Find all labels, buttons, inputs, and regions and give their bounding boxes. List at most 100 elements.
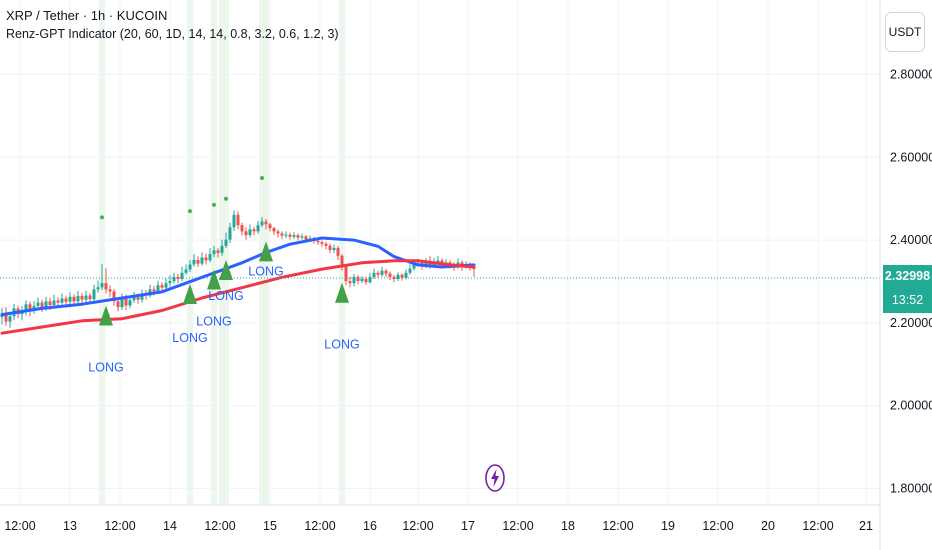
candle-body <box>60 298 64 303</box>
time-tick-label: 12:00 <box>4 519 35 533</box>
candle-body <box>88 295 92 300</box>
candle-body <box>436 260 440 263</box>
candle-body <box>344 266 348 282</box>
price-axis[interactable]: 2.80000 2.60000 2.40000 2.20000 2.00000 1.800… <box>890 68 932 496</box>
candle-body <box>192 259 196 265</box>
candle-body <box>176 276 180 279</box>
candle-body <box>28 304 32 310</box>
candle-body <box>116 301 120 308</box>
candle-body <box>372 272 376 277</box>
candle-body <box>36 302 40 306</box>
candle-body <box>8 316 12 322</box>
candle-body <box>68 296 72 302</box>
candle-body <box>44 301 48 308</box>
time-tick-label: 18 <box>561 519 575 533</box>
candle-body <box>272 228 276 232</box>
lightning-icon[interactable] <box>483 463 507 493</box>
highlight-band <box>99 0 105 505</box>
candle-body <box>152 289 156 292</box>
long-arrow <box>207 269 221 290</box>
candle-body <box>64 298 68 302</box>
candle-body <box>296 235 300 238</box>
candle-body <box>100 283 104 288</box>
time-tick-label: 12:00 <box>802 519 833 533</box>
time-axis[interactable]: 12:00 13 12:00 14 12:00 15 12:00 16 12:00 17 12:00… <box>4 519 873 533</box>
time-tick-label: 16 <box>363 519 377 533</box>
candle-body <box>276 231 280 234</box>
price-tick-label: 2.60000 <box>890 150 932 164</box>
highlight-band <box>259 0 265 505</box>
time-tick-label: 19 <box>661 519 675 533</box>
price-tick-label: 1.80000 <box>890 481 932 495</box>
signal-dots <box>100 175 264 220</box>
candle-body <box>172 276 176 282</box>
candle-body <box>232 214 236 228</box>
candlesticks <box>0 210 476 328</box>
candle-body <box>412 264 416 269</box>
indicator-title[interactable]: Renz-GPT Indicator (20, 60, 1D, 14, 14, … <box>6 27 339 41</box>
candle-body <box>112 291 116 302</box>
candle-body <box>212 250 216 255</box>
ema-slow-line <box>0 259 476 335</box>
candle-body <box>376 272 380 275</box>
candle-body <box>304 236 308 240</box>
time-tick-label: 15 <box>263 519 277 533</box>
long-label: LONG <box>88 360 123 374</box>
candle-body <box>340 255 344 267</box>
candle-body <box>364 278 368 283</box>
candle-body <box>264 221 268 225</box>
candle-body <box>200 257 204 264</box>
candle-body <box>408 268 412 273</box>
highlight-band <box>223 0 229 505</box>
candle-body <box>400 274 404 278</box>
candle-body <box>336 247 340 256</box>
candle-body <box>252 229 256 232</box>
candle-body <box>160 285 164 288</box>
long-label: LONG <box>324 338 359 352</box>
currency-button[interactable]: USDT <box>885 12 925 52</box>
candle-body <box>216 250 220 253</box>
highlight-band <box>187 0 193 505</box>
candle-body <box>280 233 284 236</box>
candle-body <box>388 273 392 277</box>
candle-body <box>84 295 88 300</box>
candle-body <box>256 225 260 232</box>
candle-body <box>204 257 208 261</box>
candle-body <box>268 224 272 229</box>
time-tick-label: 21 <box>859 519 873 533</box>
time-tick-label: 12:00 <box>304 519 335 533</box>
long-arrow <box>99 305 113 326</box>
last-price-tag: 2.32998 <box>883 265 932 287</box>
candle-body <box>368 276 372 283</box>
chart-legend: XRP / Tether · 1h · KUCOIN Renz-GPT Indi… <box>6 6 339 44</box>
candle-body <box>248 229 252 236</box>
candle-body <box>156 285 160 292</box>
candle-body <box>4 313 8 322</box>
candle-body <box>196 259 200 264</box>
candle-body <box>220 245 224 253</box>
candle-body <box>136 297 140 300</box>
signal-dot <box>212 202 216 207</box>
long-arrow <box>219 259 233 280</box>
candle-body <box>392 276 396 279</box>
candle-body <box>48 301 52 306</box>
time-tick-label: 13 <box>63 519 77 533</box>
long-signals: LONG LONG LONG LONG LONG LONG <box>88 241 360 374</box>
candle-body <box>328 245 332 251</box>
candle-body <box>324 243 328 246</box>
candle-body <box>396 274 400 279</box>
candle-body <box>168 281 172 284</box>
candle-body <box>244 231 248 236</box>
candle-body <box>120 297 124 308</box>
time-tick-label: 12:00 <box>402 519 433 533</box>
price-tick-label: 2.20000 <box>890 316 932 330</box>
candle-body <box>104 283 108 290</box>
candle-body <box>72 296 76 302</box>
candle-body <box>360 278 364 282</box>
candle-body <box>404 272 408 278</box>
long-arrow <box>259 241 273 262</box>
price-tick-label: 2.80000 <box>890 68 932 82</box>
symbol-title[interactable]: XRP / Tether · 1h · KUCOIN <box>6 8 168 23</box>
candle-body <box>208 254 212 261</box>
